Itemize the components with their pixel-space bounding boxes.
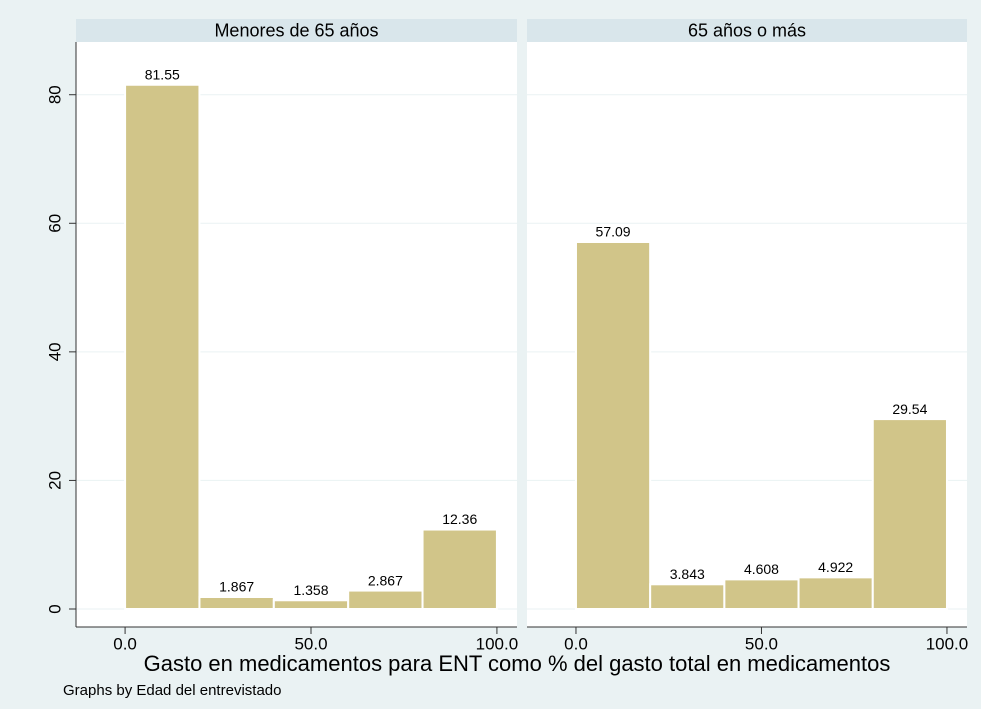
value-label: 81.55	[145, 66, 180, 82]
x-tick-label: 50.0	[294, 634, 327, 653]
panel-title: Menores de 65 años	[214, 20, 378, 40]
bar	[347, 589, 424, 610]
bar	[574, 240, 652, 610]
y-tick-label: 20	[45, 471, 64, 490]
value-label: 1.867	[219, 579, 254, 595]
x-axis-title: Gasto en medicamentos para ENT como % de…	[144, 651, 891, 676]
bar	[649, 583, 726, 610]
bar	[198, 595, 275, 611]
note: Graphs by Edad del entrevistado	[63, 682, 281, 699]
y-tick-label: 40	[45, 342, 64, 361]
bar	[124, 83, 201, 610]
y-tick-label: 0	[45, 604, 64, 613]
value-label: 12.36	[442, 511, 477, 527]
value-label: 2.867	[368, 572, 403, 588]
y-tick-label: 80	[45, 85, 64, 104]
bar	[871, 418, 948, 610]
y-tick-label: 60	[45, 214, 64, 233]
value-label: 3.843	[670, 566, 705, 582]
panel-header	[76, 19, 517, 42]
panel-header	[527, 19, 967, 42]
value-label: 1.358	[293, 582, 328, 598]
value-label: 57.09	[596, 224, 631, 240]
panel-title: 65 años o más	[688, 20, 806, 40]
x-tick-label: 100.0	[476, 634, 519, 653]
bar	[421, 528, 498, 610]
value-label: 29.54	[892, 401, 927, 417]
value-label: 4.608	[744, 561, 779, 577]
x-tick-label: 0.0	[564, 634, 588, 653]
x-tick-label: 100.0	[926, 634, 969, 653]
x-tick-label: 0.0	[113, 634, 137, 653]
x-tick-label: 50.0	[745, 634, 778, 653]
bar	[272, 599, 350, 611]
value-label: 4.922	[818, 559, 853, 575]
bar	[797, 576, 874, 611]
bar	[723, 578, 800, 610]
